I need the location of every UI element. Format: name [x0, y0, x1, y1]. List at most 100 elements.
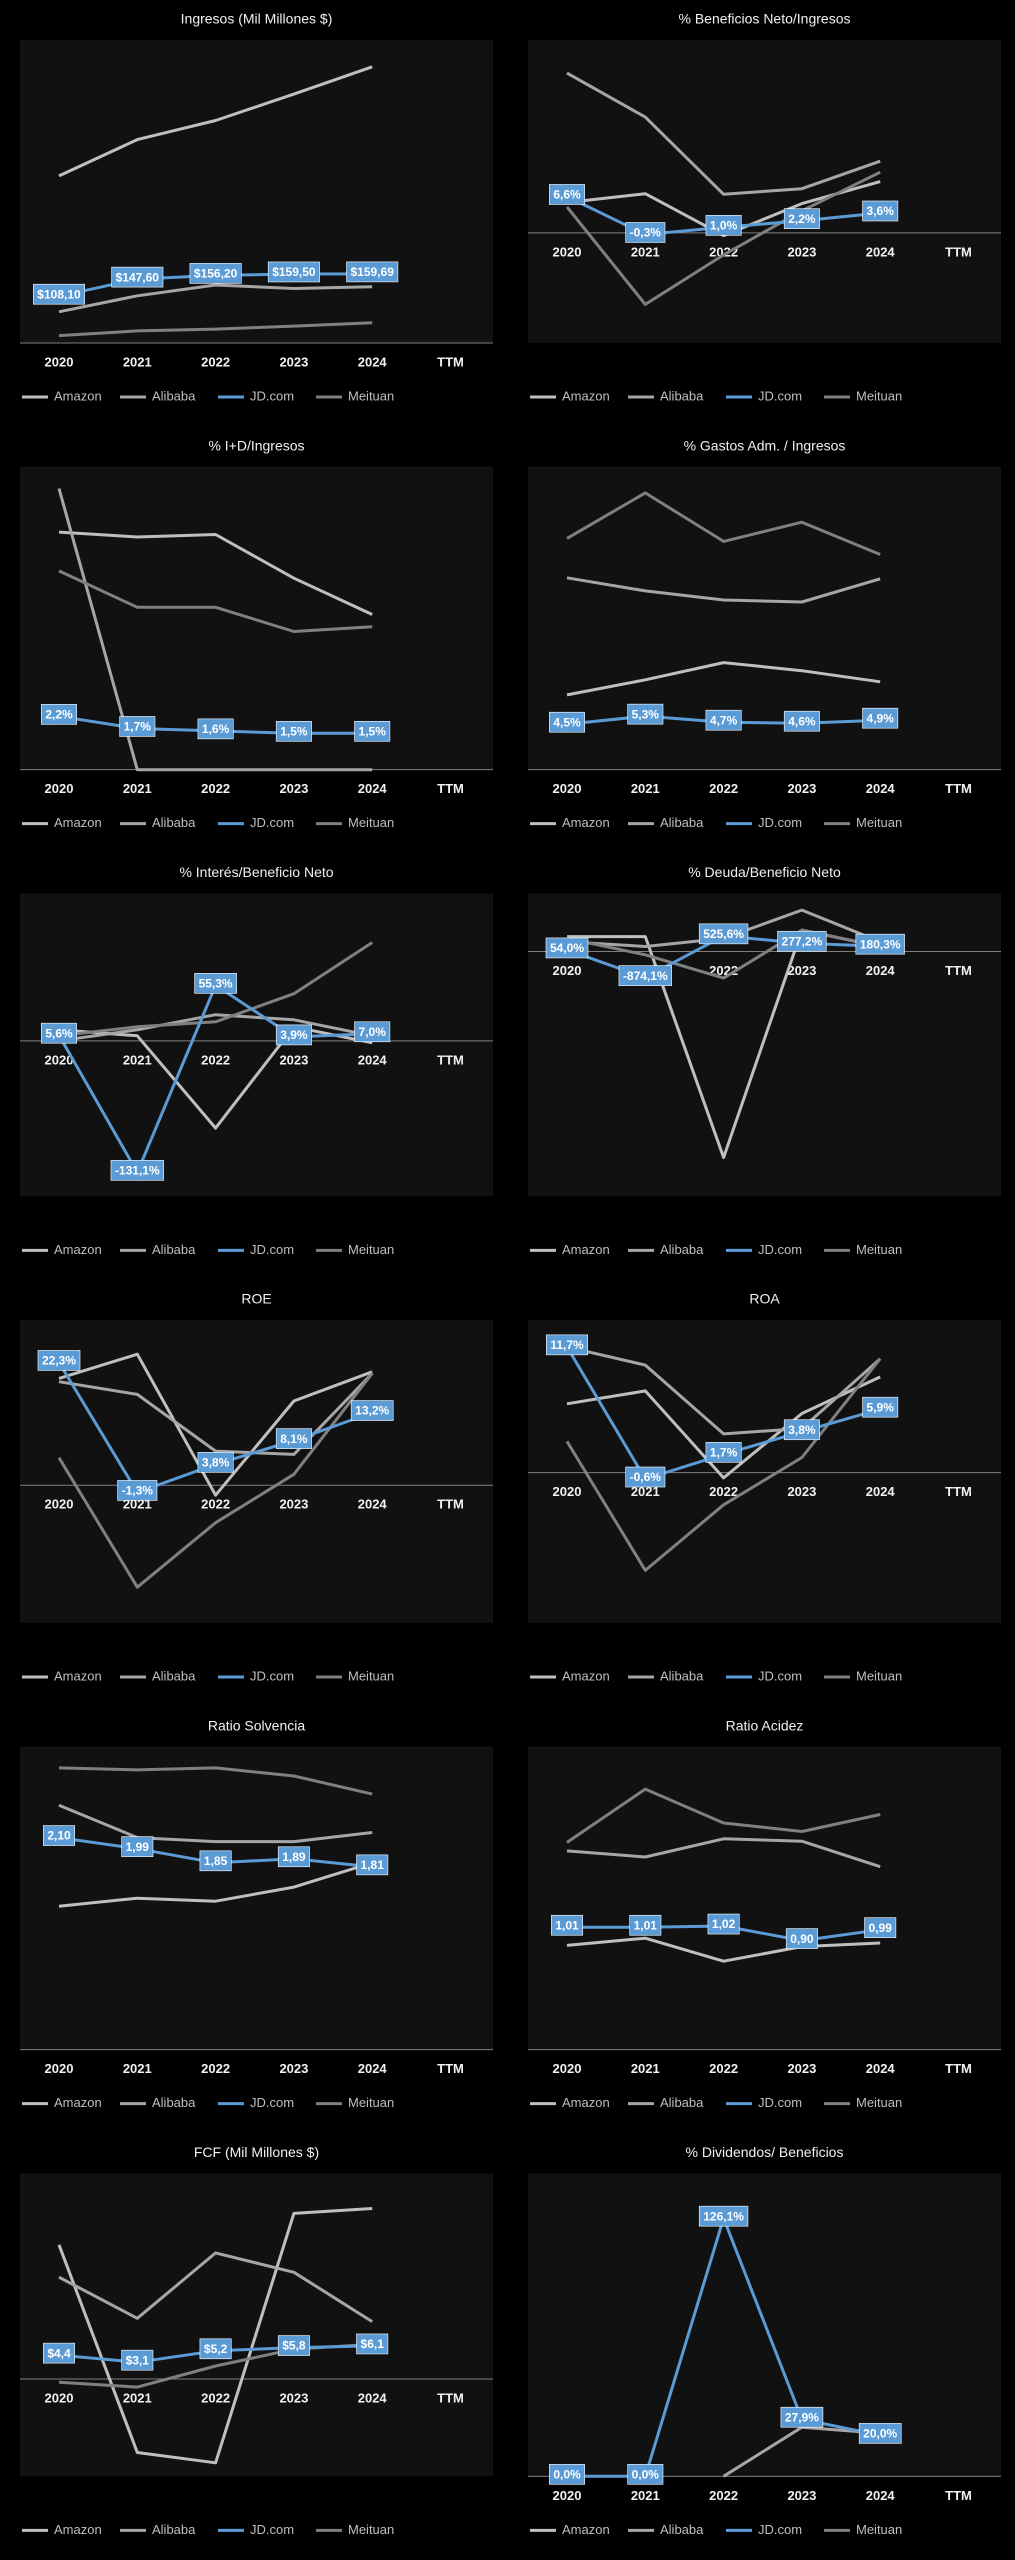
legend-label: Alibaba: [660, 1242, 704, 1257]
data-label: 3,6%: [867, 204, 895, 218]
series-line: [58, 65, 373, 178]
x-tick-label: 2024: [866, 2061, 896, 2076]
legend-label: Amazon: [562, 2522, 610, 2537]
data-label-box: [625, 1466, 666, 1488]
legend-label: JD.com: [250, 388, 294, 403]
legend-label: Meituan: [348, 2095, 394, 2110]
data-label-box: [199, 1850, 232, 1872]
data-label-box: [41, 1022, 77, 1044]
x-tick-label: 2024: [866, 1484, 896, 1499]
legend-label: Meituan: [856, 1668, 902, 1683]
data-label-box: [777, 930, 827, 952]
x-tick-label: 2024: [866, 2488, 896, 2503]
data-label-box: [354, 1021, 391, 1043]
data-label: 7,0%: [359, 1025, 387, 1039]
x-tick-label: 2021: [123, 2061, 152, 2076]
data-label-box: [346, 261, 399, 283]
data-label-box: [618, 965, 672, 986]
series-line: [565, 170, 881, 306]
data-label: -0,3%: [630, 226, 662, 240]
legend-label: Alibaba: [660, 2522, 704, 2537]
x-tick-label: 2024: [358, 354, 388, 369]
x-tick-label: 2020: [553, 2061, 582, 2076]
series-line: [566, 576, 881, 604]
data-label: 4,7%: [710, 713, 738, 727]
legend-label: Amazon: [562, 815, 610, 830]
chart: Ratio Acidez 2020 2021 2022 2023 2024 TTM 1,01 1…: [528, 1717, 1001, 2110]
data-label-box: [785, 1928, 818, 1949]
x-tick-label: 2024: [358, 1052, 388, 1067]
data-label: 2,2%: [45, 708, 73, 722]
legend-label: Amazon: [562, 2095, 610, 2110]
x-tick-label: 2024: [358, 2390, 388, 2405]
series-line: [566, 71, 881, 196]
data-label: $159,50: [272, 265, 316, 279]
x-tick-label: 2024: [358, 781, 388, 796]
series-line: [566, 928, 881, 980]
series-line: [566, 491, 881, 556]
legend-label: Alibaba: [152, 2095, 196, 2110]
data-label-box: [629, 1914, 662, 1936]
data-label-box: [43, 2342, 75, 2364]
data-label: 8,1%: [280, 1432, 308, 1446]
x-tick-label: 2020: [553, 1484, 582, 1499]
data-label-box: [41, 704, 77, 725]
data-label-box: [121, 1836, 154, 1857]
series-line: [566, 661, 881, 697]
x-tick-label: 2021: [631, 244, 660, 259]
data-label: -1,3%: [122, 1484, 154, 1498]
data-label: 4,5%: [553, 715, 581, 729]
data-label: 0,0%: [553, 2468, 581, 2482]
x-tick-label: 2021: [631, 1484, 660, 1499]
legend-label: Amazon: [54, 388, 102, 403]
chart-title: ROA: [749, 1291, 780, 1307]
legend-label: JD.com: [250, 2522, 294, 2537]
legend-label: Meituan: [348, 388, 394, 403]
data-label: 1,02: [712, 1917, 736, 1931]
data-label: $5,8: [282, 2339, 306, 2353]
x-tick-label: 2022: [201, 781, 230, 796]
data-label-box: [627, 2464, 664, 2485]
plot-area: [528, 1746, 1001, 2050]
chart-title: % Beneficios Neto/Ingresos: [679, 11, 851, 27]
x-tick-label: 2020: [45, 354, 74, 369]
legend-label: Meituan: [348, 1242, 394, 1257]
x-tick-label: 2021: [631, 2488, 660, 2503]
series-line: [58, 1803, 373, 1844]
x-tick-label: 2020: [45, 2390, 74, 2405]
data-label-box: [356, 1854, 389, 1876]
data-label: 1,85: [204, 1854, 228, 1868]
data-label-box: [549, 2464, 585, 2485]
chart: % I+D/Ingresos 2020 2021 2022 2023 2024 TTM 2,2…: [20, 437, 493, 830]
x-tick-label: 2022: [709, 781, 738, 796]
legend-label: JD.com: [758, 2522, 802, 2537]
x-tick-label: 2021: [123, 1052, 152, 1067]
data-label: 277,2%: [782, 934, 823, 948]
x-tick-label: TTM: [945, 244, 972, 259]
data-label-box: [858, 2423, 902, 2444]
x-tick-label: 2023: [787, 1484, 816, 1499]
series-line: [566, 1837, 881, 1869]
legend-label: JD.com: [758, 2095, 802, 2110]
x-tick-label: 2023: [279, 1052, 308, 1067]
x-tick-label: 2023: [787, 781, 816, 796]
chart-title: % Interés/Beneficio Neto: [179, 864, 333, 880]
chart-title: % Gastos Adm. / Ingresos: [684, 437, 846, 453]
legend-label: Alibaba: [660, 815, 704, 830]
legend-label: Amazon: [562, 388, 610, 403]
data-label: 1,81: [361, 1858, 385, 1872]
chart: % Interés/Beneficio Neto 2020 2021 2022 2023…: [20, 864, 493, 1257]
data-label: 1,6%: [202, 722, 230, 736]
data-label-box: [275, 721, 312, 742]
chart-title: ROE: [241, 1291, 271, 1307]
x-tick-label: 2020: [45, 1052, 74, 1067]
plot-area: [20, 1320, 493, 1623]
x-tick-label: 2022: [709, 1484, 738, 1499]
x-tick-label: 2023: [279, 2390, 308, 2405]
data-label-box: [43, 1825, 75, 1846]
data-label: 6,6%: [553, 188, 581, 202]
data-label: 1,5%: [280, 724, 308, 738]
data-label: 4,9%: [867, 711, 895, 725]
x-tick-label: 2023: [787, 963, 816, 978]
